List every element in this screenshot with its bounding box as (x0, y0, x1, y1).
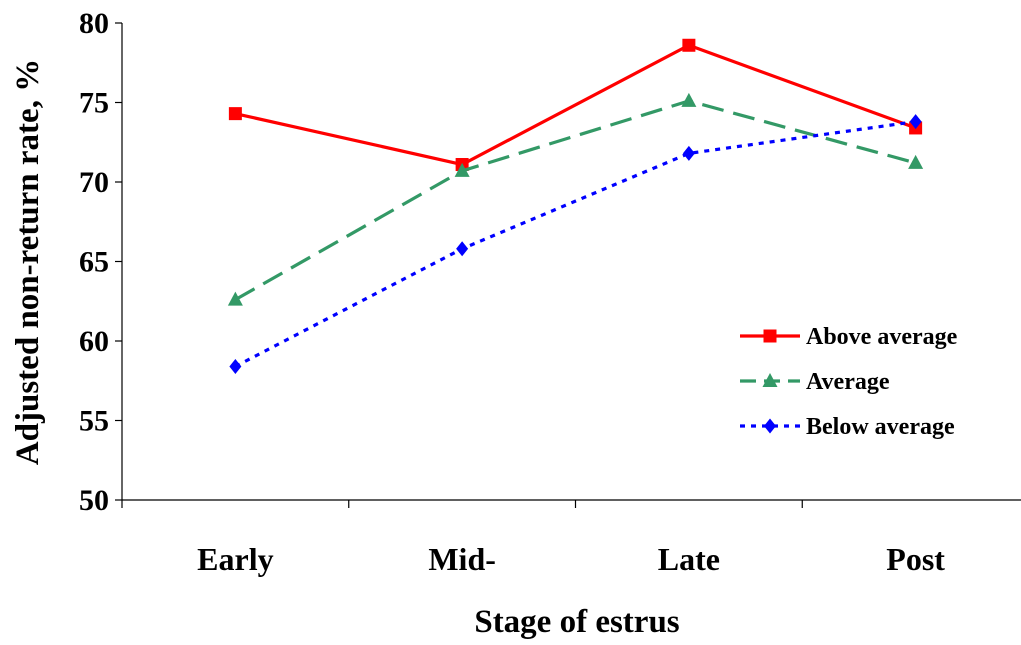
series-average (227, 92, 924, 306)
y-tick-label: 60 (79, 325, 109, 358)
y-tick-label: 75 (79, 87, 109, 120)
x-tick-label: Early (197, 541, 273, 577)
x-tick-label: Post (886, 541, 945, 577)
x-axis: Early Mid- Late Post (121, 499, 1021, 577)
series-above-average (228, 38, 923, 172)
legend-label: Above average (806, 324, 958, 350)
legend-marker (764, 418, 776, 434)
x-tick-label: Mid- (428, 541, 496, 577)
legend-entry: Below average (740, 414, 955, 440)
data-point (228, 107, 242, 121)
x-tick-label: Late (658, 541, 720, 577)
legend-marker (762, 373, 778, 387)
y-tick-label: 65 (79, 246, 109, 279)
y-tick-label: 80 (79, 7, 109, 40)
legend-marker (763, 329, 777, 343)
data-point (454, 162, 470, 177)
y-tick-label: 55 (79, 405, 109, 438)
y-tick-label: 50 (79, 484, 109, 517)
series-below-average (229, 114, 922, 374)
legend-label: Below average (806, 414, 955, 440)
data-point (456, 241, 469, 257)
y-axis-title: Adjusted non-return rate, % (10, 59, 46, 465)
data-point (227, 291, 243, 306)
data-point (229, 358, 242, 374)
data-point (681, 92, 697, 107)
series-line (235, 43, 917, 167)
series-line (234, 119, 916, 368)
x-axis-title: Stage of estrus (474, 604, 679, 640)
data-point (682, 145, 695, 161)
series-line (234, 99, 917, 302)
data-point (682, 38, 696, 52)
legend: Above average Average Below average (740, 324, 958, 440)
data-point (909, 114, 922, 130)
legend-entry: Above average (740, 324, 958, 350)
y-tick-label: 70 (79, 166, 109, 199)
series-layer (227, 38, 924, 374)
legend-entry: Average (740, 369, 890, 395)
data-point (908, 154, 924, 169)
legend-label: Average (806, 369, 890, 395)
y-axis: 50 55 60 65 70 75 80 (79, 7, 123, 517)
